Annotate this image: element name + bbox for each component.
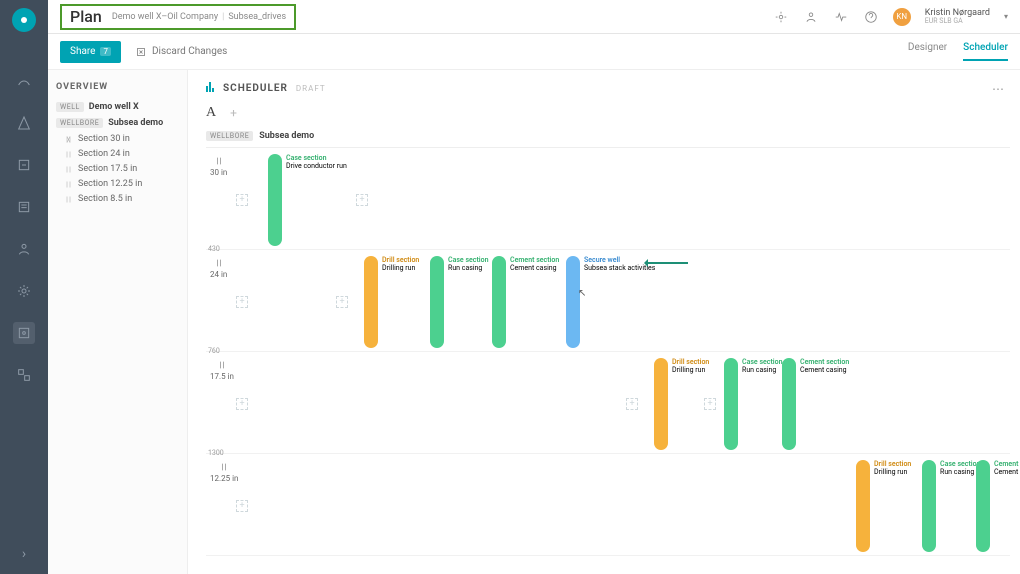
top-header: Plan Demo well X–Oil Company|Subsea_driv… — [48, 0, 1020, 34]
activity-bar-cement[interactable] — [976, 460, 990, 552]
user-avatar[interactable]: KN — [893, 8, 911, 26]
section-row-24in: 24 in 760 + + Drill section Drilling run… — [206, 250, 1010, 352]
rail-icon-6[interactable] — [13, 280, 35, 302]
scheduler-draft-badge: DRAFT — [296, 84, 326, 93]
well-tag: WELL — [56, 102, 84, 112]
activity-bar-case[interactable] — [268, 154, 282, 246]
scheduler-logo-icon — [206, 82, 215, 95]
user-menu[interactable]: Kristin Nørgaard EUR SLB GA — [925, 9, 990, 25]
overview-title: OVERVIEW — [56, 82, 179, 92]
rail-icon-8[interactable] — [13, 364, 35, 386]
scheduler-title: SCHEDULER — [223, 83, 288, 94]
user-icon[interactable] — [803, 9, 819, 25]
activity-bar-case[interactable] — [430, 256, 444, 348]
rail-icon-scheduler[interactable] — [13, 322, 35, 344]
add-node[interactable]: + — [236, 398, 248, 410]
share-button[interactable]: Share 7 — [60, 41, 121, 63]
activity-bar-secure[interactable] — [566, 256, 580, 348]
app-logo[interactable] — [12, 8, 36, 32]
tab-scheduler[interactable]: Scheduler — [963, 42, 1008, 61]
scheduler-wellbore-name: Subsea demo — [259, 131, 314, 141]
settings-icon[interactable] — [773, 9, 789, 25]
left-icon-rail: › — [0, 0, 48, 574]
wellbore-name[interactable]: Subsea demo — [108, 118, 163, 128]
tab-designer[interactable]: Designer — [908, 42, 947, 61]
rail-expand-icon[interactable]: › — [22, 546, 26, 562]
rail-icon-1[interactable] — [13, 70, 35, 92]
activity-bar-drill[interactable] — [654, 358, 668, 450]
add-node[interactable]: + — [236, 194, 248, 206]
rail-icon-2[interactable] — [13, 112, 35, 134]
cursor-icon: ↖ — [578, 288, 586, 299]
add-node[interactable]: + — [336, 296, 348, 308]
add-node[interactable]: + — [236, 296, 248, 308]
activity-bar-case[interactable] — [724, 358, 738, 450]
activity-bar-drill[interactable] — [856, 460, 870, 552]
activity-bar-cement[interactable] — [782, 358, 796, 450]
section-row-17in: 17.5 in 1300 + + Drill section Drilling … — [206, 352, 1010, 454]
activity-icon[interactable] — [833, 9, 849, 25]
add-tool-icon[interactable]: + — [230, 106, 237, 120]
discard-icon — [135, 46, 147, 58]
section-label: 12.25 in — [210, 462, 238, 483]
scheduler-panel: SCHEDULER DRAFT ⋯ A + WELLBORE Subsea de… — [188, 70, 1020, 574]
rail-icon-4[interactable] — [13, 196, 35, 218]
scheduler-wellbore-tag: WELLBORE — [206, 131, 253, 141]
overview-panel: OVERVIEW WELL Demo well X WELLBORE Subse… — [48, 70, 188, 574]
timeline: 30 in 430 + Case section Drive conductor… — [206, 147, 1010, 556]
add-node[interactable]: + — [704, 398, 716, 410]
overview-section[interactable]: Section 30 in — [64, 134, 179, 144]
add-node[interactable]: + — [356, 194, 368, 206]
section-row-12in: 12.25 in + Drill section Drilling run Ca… — [206, 454, 1010, 556]
activity-bar-cement[interactable] — [492, 256, 506, 348]
discard-changes-button[interactable]: Discard Changes — [135, 46, 227, 58]
rail-icon-5[interactable] — [13, 238, 35, 260]
section-label: 24 in — [210, 258, 227, 279]
overview-sections: Section 30 in Section 24 in Section 17.5… — [56, 134, 179, 204]
help-icon[interactable] — [863, 9, 879, 25]
action-bar: Share 7 Discard Changes Designer Schedul… — [48, 34, 1020, 70]
overview-section[interactable]: Section 17.5 in — [64, 164, 179, 174]
user-menu-caret[interactable]: ▾ — [1004, 12, 1008, 21]
add-node[interactable]: + — [236, 500, 248, 512]
text-tool-icon[interactable]: A — [206, 105, 216, 121]
section-row-30in: 30 in 430 + Case section Drive conductor… — [206, 148, 1010, 250]
overview-section[interactable]: Section 24 in — [64, 149, 179, 159]
overview-section[interactable]: Section 12.25 in — [64, 179, 179, 189]
scheduler-menu-icon[interactable]: ⋯ — [992, 82, 1006, 96]
highlight-arrow — [646, 262, 688, 264]
breadcrumb-box: Plan Demo well X–Oil Company|Subsea_driv… — [60, 4, 296, 30]
overview-section[interactable]: Section 8.5 in — [64, 194, 179, 204]
section-label: 30 in — [210, 156, 227, 177]
activity-bar-drill[interactable] — [364, 256, 378, 348]
wellbore-tag: WELLBORE — [56, 118, 103, 128]
plan-title: Plan — [70, 7, 102, 26]
breadcrumb: Demo well X–Oil Company|Subsea_drives — [112, 12, 286, 22]
section-label: 17.5 in — [210, 360, 234, 381]
add-node[interactable]: + — [626, 398, 638, 410]
rail-icon-3[interactable] — [13, 154, 35, 176]
activity-bar-case[interactable] — [922, 460, 936, 552]
well-name[interactable]: Demo well X — [89, 102, 139, 112]
